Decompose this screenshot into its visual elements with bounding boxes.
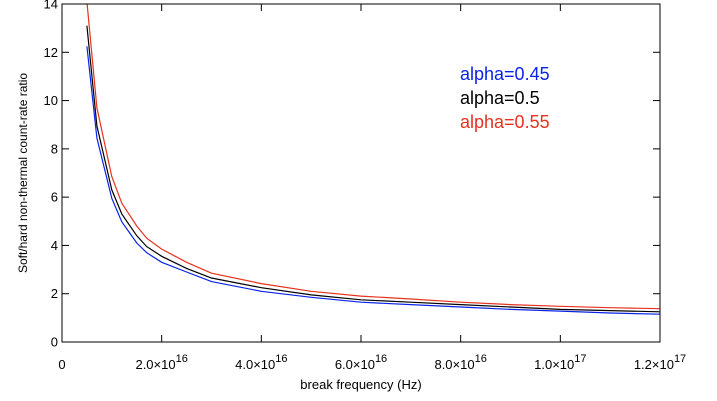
ticks-layer: 0 2 4 6 8 10 12 14 0 2.0×1016 4.0×1016 6.0×1016 8.0×… bbox=[44, 0, 687, 372]
x-axis-label: break frequency (Hz) bbox=[300, 377, 421, 392]
series-layer bbox=[86, 4, 660, 315]
y-tick-label: 8 bbox=[51, 141, 58, 156]
y-tick-label: 0 bbox=[51, 335, 58, 350]
y-tick-label: 14 bbox=[44, 0, 58, 12]
x-tick-label: 2.0×1016 bbox=[135, 353, 187, 372]
x-tick-label: 1.2×1017 bbox=[634, 353, 686, 372]
y-tick-label: 6 bbox=[51, 190, 58, 205]
x-tick-label: 8.0×1016 bbox=[434, 353, 486, 372]
plot-frame bbox=[61, 3, 661, 343]
x-tick-label: 0 bbox=[58, 357, 65, 372]
series-line-3 bbox=[86, 4, 660, 310]
y-tick-label: 2 bbox=[51, 286, 58, 301]
y-tick-label: 4 bbox=[51, 238, 58, 253]
legend-entry-1: alpha=0.45 bbox=[460, 64, 550, 84]
legend: alpha=0.45 alpha=0.5 alpha=0.55 bbox=[460, 64, 550, 132]
x-tick-label: 1.0×1017 bbox=[534, 353, 586, 372]
y-axis-label: Soft/hard non-thermal count-rate ratio bbox=[16, 73, 30, 273]
x-tick-label: 6.0×1016 bbox=[335, 353, 387, 372]
y-tick-label: 12 bbox=[44, 45, 58, 60]
x-tick-label: 4.0×1016 bbox=[235, 353, 287, 372]
series-line-1 bbox=[86, 46, 660, 315]
y-tick-label: 10 bbox=[44, 93, 58, 108]
legend-entry-2: alpha=0.5 bbox=[460, 88, 540, 108]
legend-entry-3: alpha=0.55 bbox=[460, 112, 550, 132]
series-line-2 bbox=[86, 25, 660, 313]
